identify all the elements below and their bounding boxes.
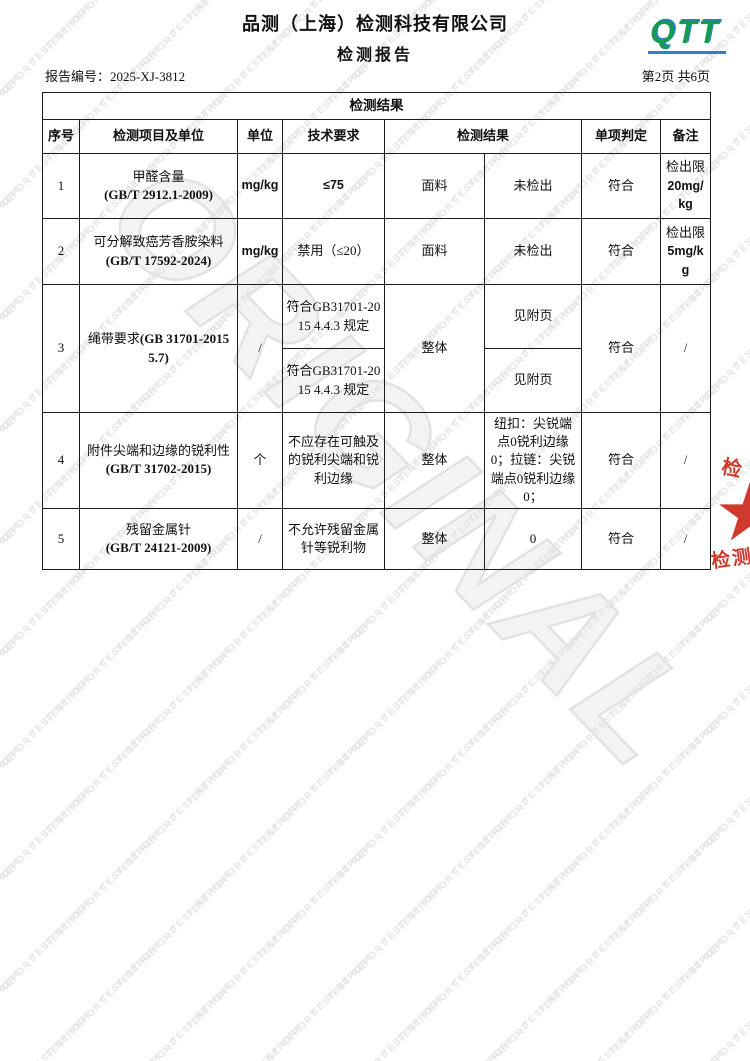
table-row: 3 绳带要求(GB 31701-2015 5.7) / 符合GB31701-20… — [42, 284, 711, 413]
item-standard: (GB 31701-2015 5.7) — [139, 331, 230, 365]
cell-remark: / — [660, 284, 711, 413]
item-standard: (GB/T 24121-2009) — [105, 539, 212, 555]
table-row: 4 附件尖端和边缘的锐利性 (GB/T 31702-2015) 个 不应存在可触及… — [42, 412, 711, 509]
qtt-logo: QTT — [648, 16, 726, 54]
cell-judge: 符合 — [581, 284, 661, 413]
cell-tech: 不允许残留金属针等锐利物 — [282, 507, 385, 570]
cell-item: 残留金属针 (GB/T 24121-2009) — [79, 507, 238, 570]
cell-item: 绳带要求(GB 31701-2015 5.7) — [79, 284, 238, 413]
cell-sample: 面料 — [384, 153, 485, 219]
cell-seq: 1 — [42, 153, 80, 219]
remark-value: 20mg/kg — [667, 178, 704, 212]
cell-result: 未检出 — [484, 218, 582, 285]
cell-unit: / — [237, 284, 283, 413]
item-standard: (GB/T 17592-2024) — [105, 252, 212, 268]
report-number-value: 2025-XJ-3812 — [110, 69, 186, 84]
cell-remark: / — [660, 412, 711, 509]
cell-result: 纽扣：尖锐端点0锐利边缘0；拉链：尖锐端点0锐利边缘0； — [484, 412, 582, 509]
cell-item: 附件尖端和边缘的锐利性 (GB/T 31702-2015) — [79, 412, 238, 509]
cell-remark: 检出限 20mg/kg — [660, 153, 711, 219]
cell-judge: 符合 — [581, 218, 661, 285]
table-row: 1 甲醛含量 (GB/T 2912.1-2009) mg/kg ≤75 面料 未检… — [42, 153, 711, 219]
cell-unit: mg/kg — [237, 153, 283, 219]
cell-result: 0 — [484, 507, 582, 570]
remark-label: 检出限 — [665, 159, 705, 175]
cell-sample: 整体 — [384, 412, 485, 509]
col-header-item: 检测项目及单位 — [79, 119, 238, 154]
col-header-result: 检测结果 — [384, 119, 582, 154]
cell-sample: 整体 — [384, 507, 485, 570]
col-header-remark: 备注 — [660, 119, 711, 154]
results-table: 检测结果 序号 检测项目及单位 单位 技术要求 检测结果 单项判定 备注 1 甲… — [42, 92, 711, 570]
cell-sample: 面料 — [384, 218, 485, 285]
cell-tech: ≤75 — [282, 153, 385, 219]
cell-tech-sub1: 符合GB31701-2015 4.4.3 规定 — [282, 284, 385, 349]
cell-seq: 5 — [42, 507, 80, 570]
item-name: 残留金属针 — [125, 521, 191, 537]
remark-value: 5mg/kg — [667, 244, 704, 277]
item-name: 附件尖端和边缘的锐利性 — [86, 443, 230, 459]
cell-seq: 4 — [42, 412, 80, 509]
cell-unit: mg/kg — [237, 218, 283, 285]
cell-seq: 3 — [42, 284, 80, 413]
col-header-unit: 单位 — [237, 119, 283, 154]
col-header-judge: 单项判定 — [581, 119, 661, 154]
table-row: 2 可分解致癌芳香胺染料 (GB/T 17592-2024) mg/kg 禁用（≤… — [42, 218, 711, 285]
cell-item: 可分解致癌芳香胺染料 (GB/T 17592-2024) — [79, 218, 238, 285]
cell-judge: 符合 — [581, 507, 661, 570]
cell-judge: 符合 — [581, 153, 661, 219]
qtt-logo-text: QTT — [648, 16, 726, 54]
cell-tech: 不应存在可触及的锐利尖端和锐利边缘 — [282, 412, 385, 509]
remark-label: 检出限 — [665, 224, 705, 240]
cell-item: 甲醛含量 (GB/T 2912.1-2009) — [79, 153, 238, 219]
cell-tech: 禁用（≤20） — [282, 218, 385, 285]
cell-unit: 个 — [237, 412, 283, 509]
table-subrow: 符合GB31701-2015 4.4.3 规定 见附页 — [43, 348, 711, 413]
page-indicator: 第2页 共6页 — [641, 69, 710, 84]
cell-result-sub2: 见附页 — [484, 348, 582, 413]
table-header-row: 序号 检测项目及单位 单位 技术要求 检测结果 单项判定 备注 — [42, 119, 711, 154]
item-name: 可分解致癌芳香胺染料 — [93, 234, 224, 250]
cell-judge: 符合 — [581, 412, 661, 509]
report-number: 报告编号：2025-XJ-3812 — [45, 66, 185, 85]
col-header-seq: 序号 — [42, 119, 80, 154]
cell-remark: / — [660, 507, 711, 570]
table-row: 5 残留金属针 (GB/T 24121-2009) / 不允许残留金属针等锐利物 … — [42, 507, 711, 570]
cell-remark: 检出限 5mg/kg — [660, 218, 711, 285]
cell-result-sub1: 见附页 — [484, 284, 582, 349]
cell-sample: 整体 — [384, 284, 485, 413]
page-title: 检测报告 — [336, 47, 413, 64]
item-name: 甲醛含量 — [132, 168, 185, 184]
item-standard: (GB/T 31702-2015) — [105, 461, 212, 477]
cell-unit: / — [237, 507, 283, 570]
table-title-row: 检测结果 — [42, 92, 711, 120]
report-meta-row: 报告编号：2025-XJ-3812 第2页 共6页 — [45, 66, 710, 85]
cell-tech-sub2: 符合GB31701-2015 4.4.3 规定 — [282, 348, 385, 413]
cell-seq: 2 — [42, 218, 80, 285]
cell-result: 未检出 — [484, 153, 582, 219]
col-header-tech: 技术要求 — [282, 119, 385, 154]
company-name: 品测（上海）检测科技有限公司 — [242, 14, 508, 34]
item-standard: (GB/T 2912.1-2009) — [104, 187, 213, 202]
item-name: 绳带要求 — [87, 331, 140, 347]
report-number-label: 报告编号： — [45, 69, 111, 84]
table-title: 检测结果 — [42, 92, 711, 120]
